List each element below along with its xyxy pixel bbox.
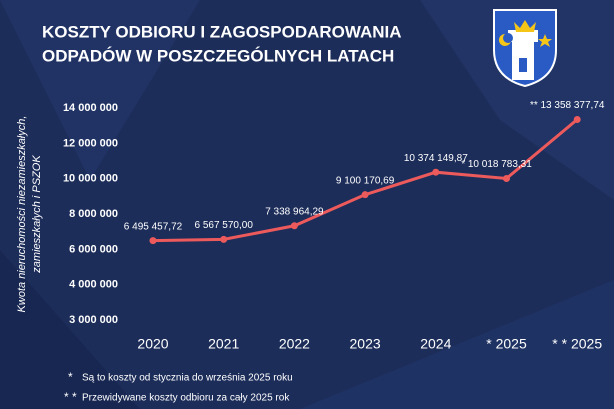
y-tick-label: 14 000 000 xyxy=(63,102,118,114)
value-label: 9 100 170,69 xyxy=(336,175,395,186)
point xyxy=(573,116,581,124)
y-tick-label: 8 000 000 xyxy=(69,208,118,220)
y-tick-label: 12 000 000 xyxy=(63,137,118,149)
coat-of-arms xyxy=(493,9,557,88)
value-label: 6 567 570,00 xyxy=(195,220,254,231)
footnote-mark: * xyxy=(68,370,73,384)
value-label: 10 374 149,87 xyxy=(404,153,468,164)
title: KOSZTY ODBIORU I ZAGOSPODAROWANIA xyxy=(42,22,402,41)
x-tick-label: 2021 xyxy=(208,336,239,352)
y-tick-label: 3 000 000 xyxy=(69,314,118,326)
x-tick-label: 2022 xyxy=(279,336,310,352)
title: ODPADÓW W POSZCZEGÓLNYCH LATACH xyxy=(42,46,394,65)
point xyxy=(149,237,157,245)
value-label: * 10 018 783,31 xyxy=(461,159,532,170)
y-axis-label: zamieszkałych i PSZOK xyxy=(31,155,43,274)
value-label: ** 13 358 377,74 xyxy=(530,100,605,111)
point xyxy=(220,235,228,243)
x-tick-label: 2020 xyxy=(137,336,168,352)
point xyxy=(290,222,298,230)
point xyxy=(503,174,510,182)
bg-shape xyxy=(0,0,200,180)
bg-shape xyxy=(420,0,614,200)
x-tick-label: * * 2025 xyxy=(552,336,602,352)
y-tick-label: 4 000 000 xyxy=(69,279,118,291)
bg-shape xyxy=(300,280,614,409)
footnote: Przewidywane koszty odbioru za cały 2025… xyxy=(82,393,290,404)
bg-shape xyxy=(0,250,140,409)
y-tick-label: 10 000 000 xyxy=(63,173,118,185)
y-tick-label: 6 000 000 xyxy=(69,243,118,255)
value-label: 7 338 964,29 xyxy=(265,206,324,217)
point xyxy=(432,168,440,176)
footnote-mark: * * xyxy=(64,390,77,404)
x-tick-label: 2024 xyxy=(420,336,451,352)
point xyxy=(361,191,369,199)
y-axis-label: Kwota nieruchomości niezamieszkałych, xyxy=(16,116,28,313)
x-tick-label: 2023 xyxy=(350,336,381,352)
footnote: Są to koszty od stycznia do września 202… xyxy=(82,373,293,384)
x-tick-label: * 2025 xyxy=(486,336,527,352)
value-label: 6 495 457,72 xyxy=(124,221,183,232)
